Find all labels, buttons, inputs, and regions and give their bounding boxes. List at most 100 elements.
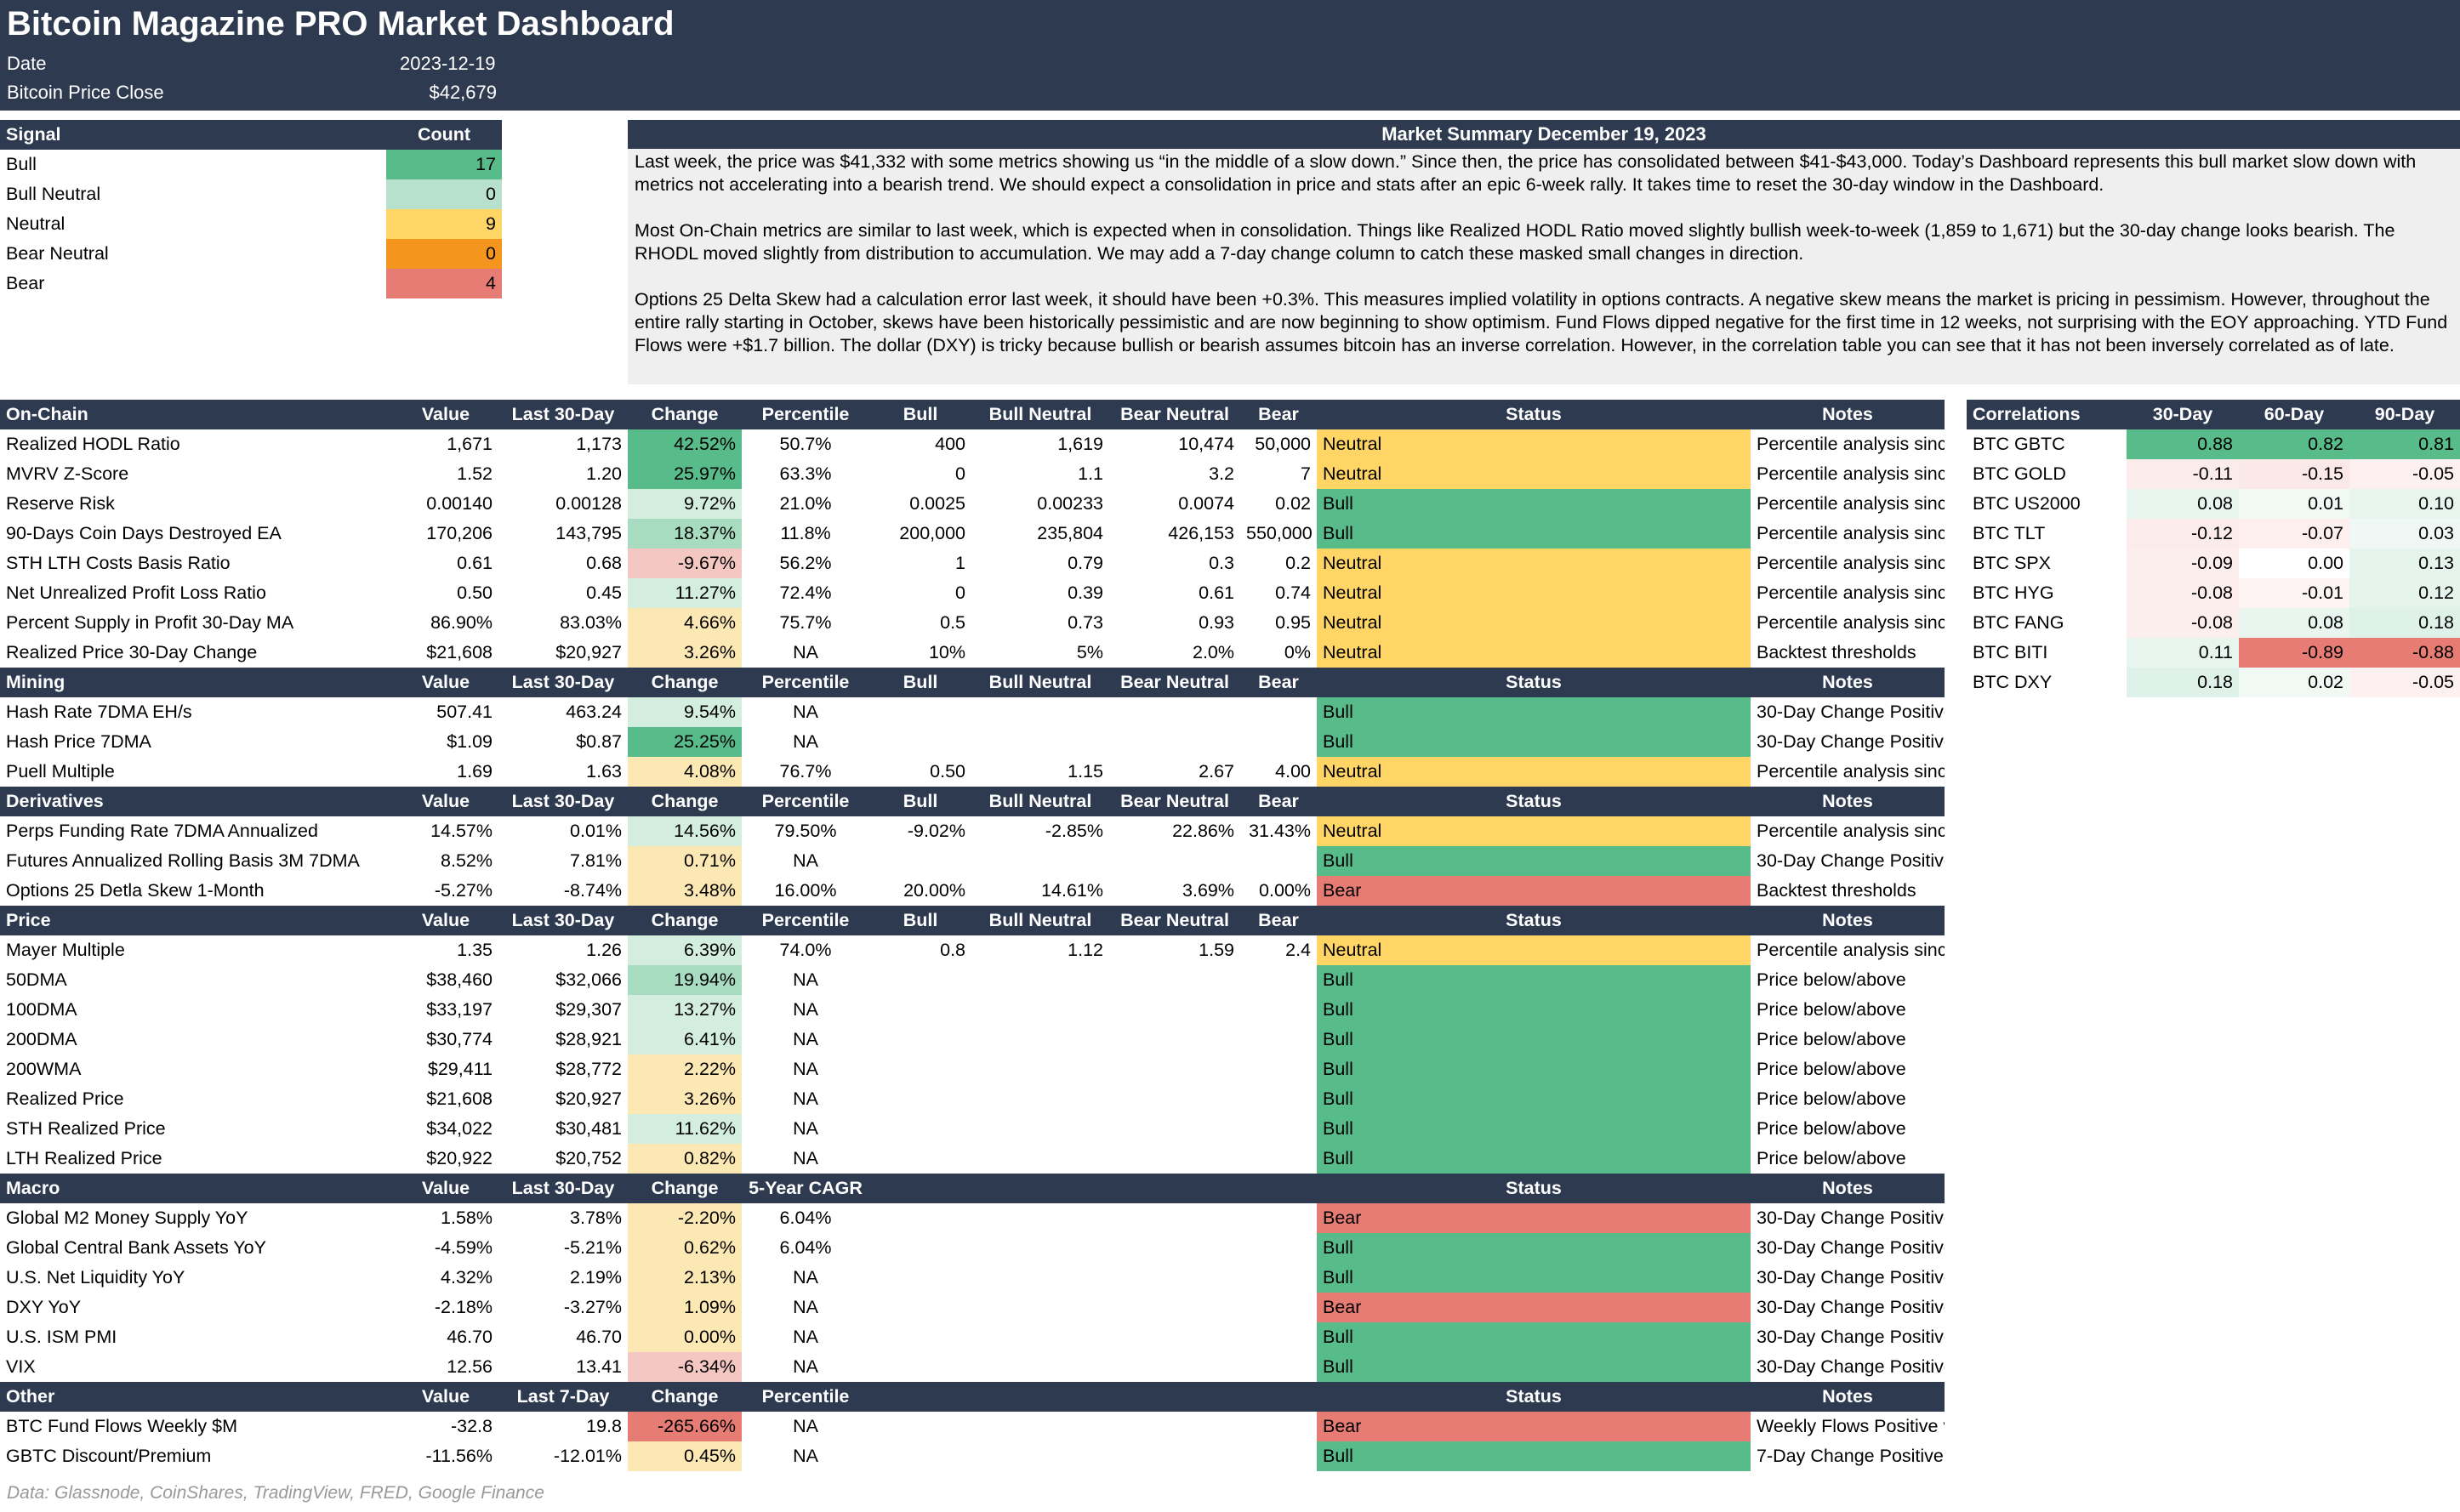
metric-percentile: NA (793, 1297, 818, 1317)
section-header-row: Mining Value Last 30-Day Change Percentile Bu… (0, 668, 1945, 697)
status-badge: Bull (1317, 965, 1751, 995)
metric-value: $20,922 (426, 1148, 493, 1168)
count-header: Count (386, 120, 502, 150)
signal-row: Bull 17 (0, 150, 502, 179)
correlation-d90: 0.13 (2349, 549, 2460, 578)
metric-percentile: NA (793, 1148, 818, 1168)
metric-bear (1240, 1203, 1317, 1233)
corr-90d-header: 90-Day (2349, 400, 2460, 429)
correlation-d60: 0.02 (2239, 668, 2349, 697)
column-header: Status (1317, 1382, 1751, 1412)
signal-label: Bull (6, 154, 37, 174)
column-header: Status (1317, 906, 1751, 935)
status-badge: Neutral (1317, 429, 1751, 459)
column-header: Value (393, 787, 498, 816)
metric-notes: Weekly Flows Positive vs Negative (1757, 1416, 1945, 1436)
metric-name: STH Realized Price (6, 1118, 166, 1139)
metric-bull-neutral (971, 1233, 1109, 1263)
status-badge: Bear (1317, 1412, 1751, 1441)
section-title: Macro (0, 1174, 393, 1203)
table-row: Perps Funding Rate 7DMA Annualized 14.57%… (0, 816, 1945, 846)
signal-row: Bear 4 (0, 269, 502, 298)
correlation-d90: 0.03 (2349, 519, 2460, 549)
summary-paragraph: Last week, the price was $41,332 with so… (635, 151, 2417, 195)
metric-bear-neutral (1109, 1441, 1240, 1471)
correlation-d60: 0.08 (2239, 608, 2349, 638)
metric-bear (1240, 1144, 1317, 1174)
column-header: Bear (1240, 400, 1317, 429)
metric-change: 0.71% (628, 846, 742, 876)
signal-count: 9 (386, 209, 502, 239)
metric-bear-neutral (1109, 1144, 1240, 1174)
metric-notes: Percentile analysis since 2013 (1757, 463, 1945, 484)
column-header: Change (628, 1174, 742, 1203)
column-header: Value (393, 400, 498, 429)
metric-bull: 0 (955, 463, 965, 484)
metric-name: STH LTH Costs Basis Ratio (6, 553, 231, 573)
status-badge: Bear (1317, 1203, 1751, 1233)
metric-bull (869, 1054, 971, 1084)
table-row: U.S. ISM PMI 46.70 46.70 0.00% NA Bull 30-Day … (0, 1322, 1945, 1352)
metric-change: 3.48% (628, 876, 742, 906)
metric-bull: 20.00% (903, 880, 965, 901)
correlation-row: BTC TLT -0.12 -0.07 0.03 (1967, 519, 2460, 549)
status-badge: Neutral (1317, 935, 1751, 965)
metric-bear (1240, 697, 1317, 727)
column-header: Notes (1751, 906, 1945, 935)
metric-last: 1.26 (586, 940, 622, 960)
metric-name: Global Central Bank Assets YoY (6, 1237, 266, 1258)
column-header (1240, 1174, 1317, 1203)
metric-change: 0.82% (628, 1144, 742, 1174)
metric-percentile: 50.7% (779, 434, 832, 454)
metric-value: 170,206 (426, 523, 493, 543)
status-badge: Bull (1317, 727, 1751, 757)
column-header: Bull Neutral (971, 787, 1109, 816)
signal-header: Signal (0, 120, 386, 150)
metric-bull-neutral: 235,804 (1037, 523, 1103, 543)
metric-bull (869, 1441, 971, 1471)
column-header: Bull (869, 906, 971, 935)
correlations-table: Correlations 30-Day 60-Day 90-Day BTC GB… (1967, 400, 2460, 697)
metric-bear-neutral: 2.67 (1199, 761, 1234, 782)
table-row: STH LTH Costs Basis Ratio 0.61 0.68 -9.67% 5… (0, 549, 1945, 578)
metric-percentile: NA (793, 1029, 818, 1049)
table-row: Realized HODL Ratio 1,671 1,173 42.52% 50.7%… (0, 429, 1945, 459)
column-header: Notes (1751, 1382, 1945, 1412)
table-row: Realized Price 30-Day Change $21,608 $20,9… (0, 638, 1945, 668)
metric-value: 0.50 (457, 583, 493, 603)
metric-notes: 30-Day Change Positive vs Negative (1757, 1297, 1945, 1317)
status-badge: Bull (1317, 697, 1751, 727)
metric-value: $30,774 (426, 1029, 493, 1049)
status-badge: Bull (1317, 489, 1751, 519)
metric-bear-neutral: 3.2 (1209, 463, 1234, 484)
metric-bear: 0.74 (1275, 583, 1311, 603)
column-header: Bear Neutral (1109, 400, 1240, 429)
column-header: Notes (1751, 787, 1945, 816)
column-header: Last 7-Day (498, 1382, 628, 1412)
correlation-row: BTC SPX -0.09 0.00 0.13 (1967, 549, 2460, 578)
column-header: Percentile (742, 906, 869, 935)
metric-bear (1240, 1322, 1317, 1352)
metric-percentile: 11.8% (780, 523, 831, 543)
status-badge: Bull (1317, 1025, 1751, 1054)
metric-percentile: NA (793, 1059, 818, 1079)
metric-bull-neutral (971, 1025, 1109, 1054)
metric-percentile: NA (793, 999, 818, 1020)
column-header: Status (1317, 1174, 1751, 1203)
metric-name: Reserve Risk (6, 493, 115, 514)
metric-notes: Price below/above (1757, 1089, 1906, 1109)
status-badge: Neutral (1317, 549, 1751, 578)
metric-percentile: NA (793, 1118, 818, 1139)
status-badge: Bull (1317, 846, 1751, 876)
metric-last: $28,921 (555, 1029, 622, 1049)
metric-notes: Backtest thresholds (1757, 880, 1916, 901)
metric-bear: 7 (1301, 463, 1311, 484)
metric-percentile: 6.04% (779, 1237, 832, 1258)
status-badge: Bull (1317, 1233, 1751, 1263)
correlation-d60: -0.07 (2239, 519, 2349, 549)
metric-bull-neutral (971, 995, 1109, 1025)
status-badge: Bull (1317, 519, 1751, 549)
metric-last: 3.78% (570, 1208, 622, 1228)
metric-change: -2.20% (628, 1203, 742, 1233)
metric-value: 46.70 (447, 1327, 493, 1347)
